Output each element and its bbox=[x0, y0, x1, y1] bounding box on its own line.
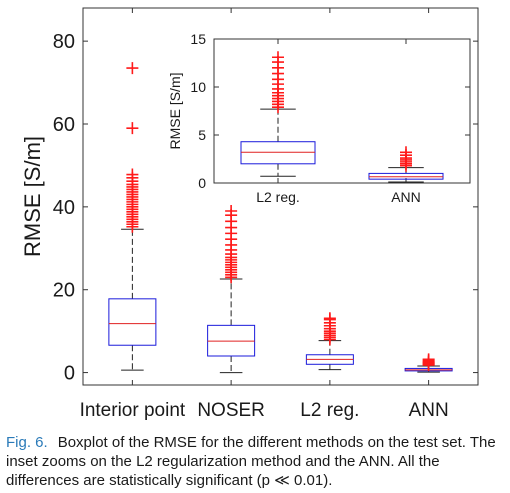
inset-ylabel: RMSE [S/m] bbox=[167, 72, 183, 149]
inset-outlier-marker bbox=[400, 146, 412, 159]
main-ylabel: RMSE [S/m] bbox=[20, 136, 45, 257]
main-outlier-marker bbox=[126, 122, 139, 135]
main-xtick-label: NOSER bbox=[197, 400, 265, 421]
main-outlier-marker bbox=[323, 312, 336, 325]
main-ytick-label: 40 bbox=[53, 197, 75, 219]
main-plot-frame bbox=[82, 7, 479, 386]
inset-ytick-label: 15 bbox=[190, 31, 206, 47]
main-ytick-label: 20 bbox=[53, 280, 75, 302]
inset-ytick-label: 10 bbox=[190, 79, 206, 95]
inset-outlier-marker bbox=[272, 51, 284, 64]
main-xtick-label: Interior point bbox=[80, 400, 186, 421]
main-xtick-label: ANN bbox=[409, 400, 449, 421]
inset-ytick-label: 5 bbox=[198, 127, 206, 143]
main-outlier-marker bbox=[422, 353, 435, 366]
caption-label: Fig. 6. bbox=[6, 434, 48, 451]
main-outlier-marker bbox=[126, 62, 139, 75]
boxplot-figure: 0 20 40 60 80 Interior point NOSER L2 reg. ANN RM… bbox=[20, 7, 479, 421]
main-outlier-marker bbox=[225, 205, 238, 217]
figure-caption: Fig. 6. Boxplot of the RMSE for the diffe… bbox=[6, 433, 506, 490]
inset-xtick-label: ANN bbox=[391, 189, 421, 205]
inset-xtick-label: L2 reg. bbox=[256, 189, 300, 205]
inset-plot-frame bbox=[213, 38, 471, 184]
main-box bbox=[108, 298, 157, 346]
main-ytick-label: 0 bbox=[64, 363, 75, 385]
main-ytick-label: 80 bbox=[53, 31, 75, 53]
main-ytick-label: 60 bbox=[53, 114, 75, 136]
main-xtick-label: L2 reg. bbox=[300, 400, 359, 421]
main-outlier-marker bbox=[126, 168, 139, 181]
inset-ytick-label: 0 bbox=[198, 175, 206, 191]
caption-text: Boxplot of the RMSE for the different me… bbox=[6, 434, 496, 489]
